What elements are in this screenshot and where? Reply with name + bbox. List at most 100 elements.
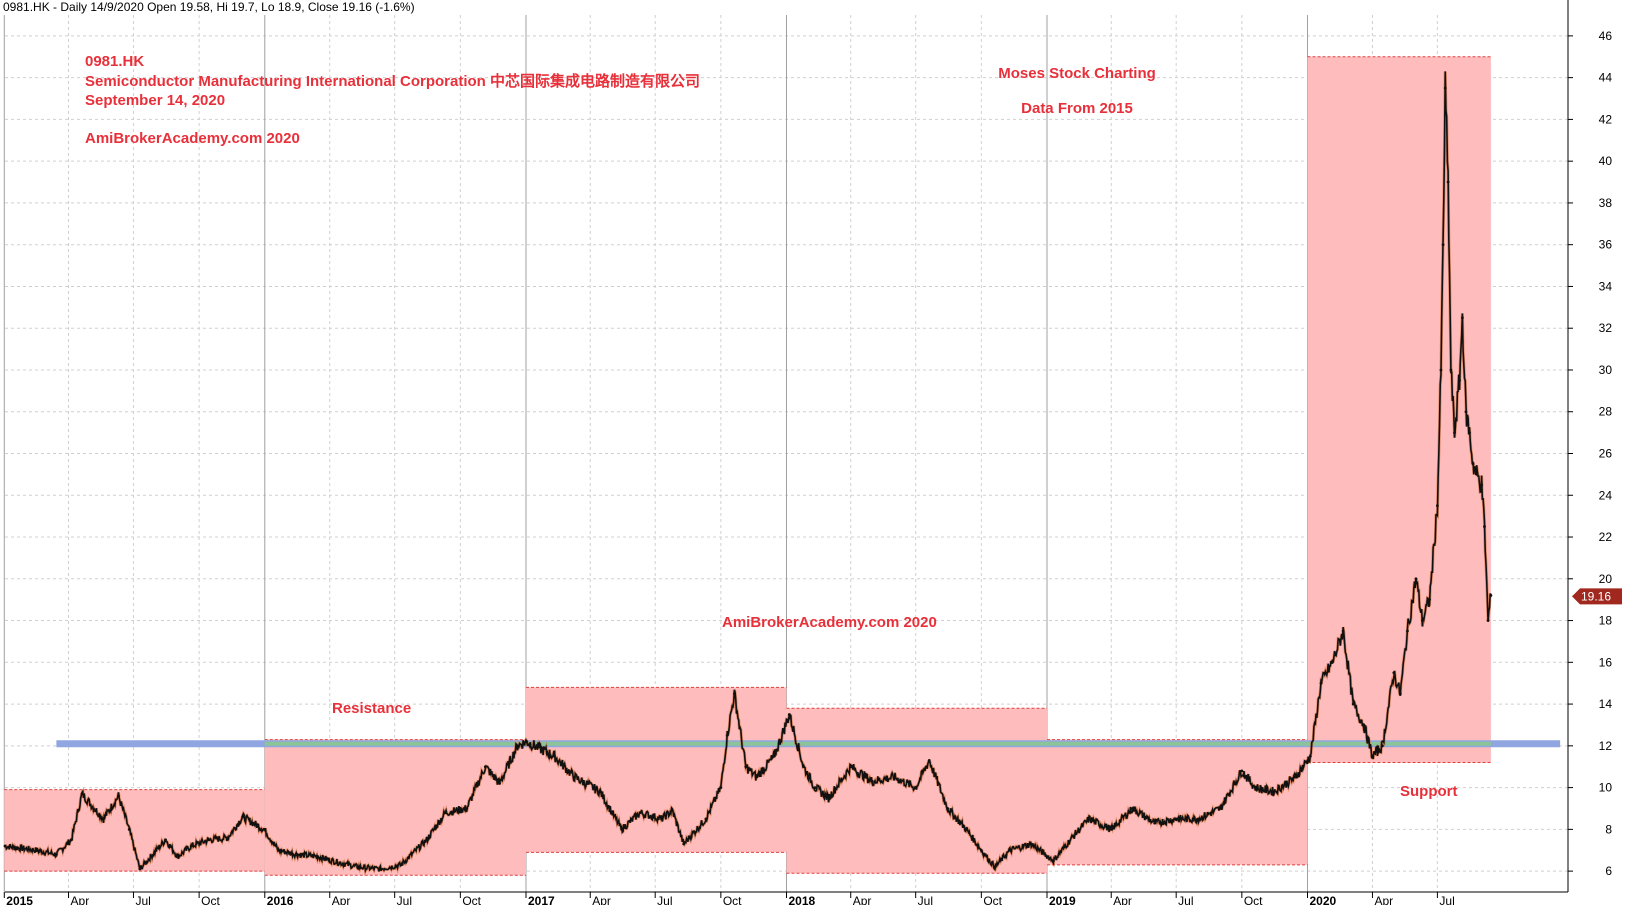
x-tick-label: Oct — [1244, 894, 1263, 905]
price-point — [525, 740, 529, 744]
price-point — [276, 848, 280, 852]
x-tick-label: Apr — [71, 894, 90, 905]
x-tick-label: Oct — [462, 894, 481, 905]
price-point — [241, 815, 245, 819]
price-point — [1272, 790, 1276, 794]
price-point — [733, 692, 736, 696]
price-point — [802, 765, 806, 769]
site-label-mid: AmiBrokerAcademy.com 2020 — [722, 614, 937, 631]
price-point — [117, 794, 120, 798]
x-tick-label: 2015 — [6, 894, 33, 905]
x-tick-label: Jul — [1439, 894, 1454, 905]
data-from-label: Data From 2015 — [1021, 100, 1133, 117]
y-tick-label: 46 — [1599, 29, 1613, 43]
price-point — [176, 855, 180, 858]
price-point — [295, 853, 299, 856]
price-point — [787, 713, 791, 716]
price-point — [1475, 472, 1479, 476]
price-series — [3, 71, 1493, 877]
price-point — [1362, 723, 1366, 727]
price-point — [620, 827, 624, 831]
price-point — [1428, 598, 1431, 602]
price-point — [1371, 754, 1374, 758]
company-label: Semiconductor Manufacturing Internationa… — [85, 72, 700, 90]
price-point — [744, 765, 748, 769]
yearly-range-boxes — [4, 56, 1491, 876]
price-point — [946, 807, 950, 810]
y-tick-label: 38 — [1599, 196, 1613, 210]
last-price-badge: 19.16 — [1572, 588, 1622, 605]
ticker-label: 0981.HK — [85, 53, 144, 70]
price-point — [316, 855, 319, 858]
price-point — [927, 759, 931, 762]
price-point — [1174, 817, 1178, 821]
x-tick-label: Apr — [1113, 894, 1132, 905]
price-point — [704, 817, 708, 821]
price-point — [338, 861, 342, 865]
price-point — [189, 844, 193, 848]
range-box — [4, 789, 265, 872]
price-point — [1468, 431, 1471, 435]
y-tick-label: 20 — [1599, 572, 1613, 586]
price-point — [964, 827, 968, 831]
x-tick-label: Oct — [201, 894, 220, 905]
annotation-layer: 0981.HK Semiconductor Manufacturing Inte… — [85, 53, 1458, 800]
price-point — [1196, 817, 1200, 821]
price-point — [1441, 243, 1445, 247]
price-point — [1351, 702, 1355, 706]
price-point — [1341, 629, 1345, 633]
price-point — [682, 842, 686, 846]
y-tick-label: 30 — [1599, 363, 1613, 377]
x-tick-label: Jul — [397, 894, 412, 905]
price-point — [1471, 462, 1475, 466]
x-tick-label: Apr — [1374, 894, 1393, 905]
x-tick-label: 2020 — [1310, 894, 1337, 905]
price-point — [356, 865, 359, 869]
y-tick-label: 36 — [1599, 238, 1613, 252]
x-tick-label: 2016 — [267, 894, 294, 905]
price-point — [1087, 817, 1091, 821]
price-point — [80, 792, 84, 796]
price-point — [1414, 577, 1418, 581]
price-point — [870, 779, 874, 783]
x-tick-label: Oct — [723, 894, 742, 905]
y-tick-label: 24 — [1599, 488, 1613, 502]
x-tick-label: Apr — [853, 894, 872, 905]
y-tick-label: 28 — [1599, 405, 1613, 419]
moses-label: Moses Stock Charting — [998, 65, 1156, 82]
axes: 6 8 10 12 14 16 18 20 22 24 26 28 30 32 34 36 38 40 42 44 46… — [3, 0, 1613, 905]
price-point — [1109, 827, 1113, 831]
resistance-label: Resistance — [332, 700, 411, 717]
price-point — [573, 775, 576, 779]
price-point — [498, 782, 501, 785]
x-tick-label: Oct — [983, 894, 1002, 905]
x-tick-label: Jul — [135, 894, 150, 905]
price-point — [1486, 619, 1490, 622]
price-point — [1460, 316, 1464, 320]
price-point — [772, 754, 776, 758]
last-price-badge-shape — [1572, 588, 1622, 605]
price-point — [69, 838, 73, 842]
price-point — [598, 790, 602, 794]
x-tick-label: Jul — [1178, 894, 1193, 905]
y-tick-label: 14 — [1599, 697, 1613, 711]
y-tick-label: 44 — [1599, 71, 1613, 85]
price-point — [1029, 842, 1033, 846]
price-point — [1446, 180, 1450, 184]
price-point — [1074, 832, 1077, 835]
price-point — [1421, 619, 1424, 622]
price-point — [1453, 431, 1456, 435]
y-tick-label: 22 — [1599, 530, 1613, 544]
price-point — [465, 807, 469, 810]
price-point — [1254, 786, 1257, 789]
price-point — [1331, 660, 1334, 664]
price-point — [1398, 692, 1402, 696]
price-point — [892, 775, 896, 779]
y-tick-label: 16 — [1599, 655, 1613, 669]
price-point — [660, 817, 664, 821]
y-tick-label: 42 — [1599, 112, 1613, 126]
price-point — [207, 838, 211, 842]
price-point — [1293, 775, 1297, 779]
price-point — [1406, 629, 1409, 633]
